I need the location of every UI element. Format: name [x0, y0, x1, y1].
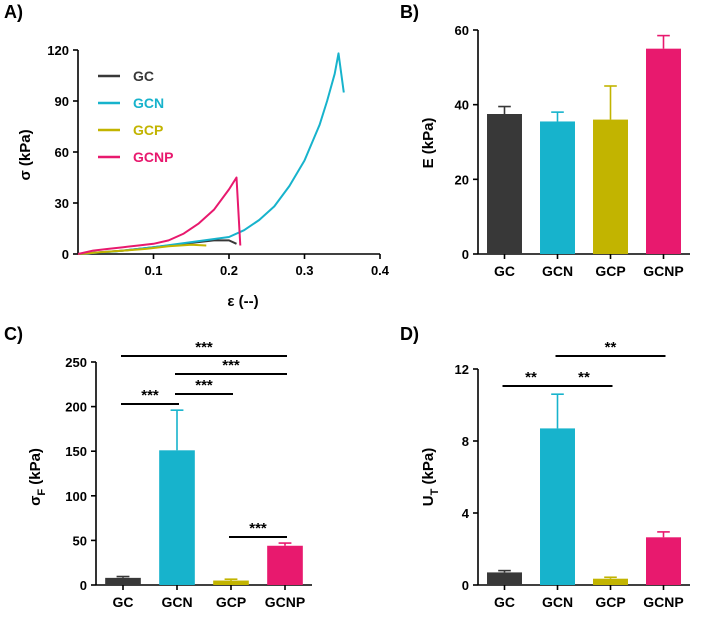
panel-a-xtick-label: 0.1 — [144, 263, 162, 278]
panel-a-ytick-label: 0 — [62, 247, 69, 262]
panel-d-ytick-label: 12 — [455, 362, 469, 377]
panel-c-ytick-label: 0 — [80, 578, 87, 593]
panel-c-bar-gc — [105, 577, 141, 585]
panel-b-category-label-gcp: GCP — [595, 263, 625, 279]
panel-a-series-line-gcnp — [77, 176, 242, 255]
panel-d-ticks: 0 4 8 12 GC GCN GCP GCNP — [455, 362, 684, 610]
panel-a-ytick-label: 120 — [47, 43, 69, 58]
panel-c-ytick-label: 150 — [65, 444, 87, 459]
panel-d-bar-gc — [487, 572, 522, 585]
panel-b-category-label-gcn: GCN — [542, 263, 573, 279]
panel-d-category-label-gcn: GCN — [542, 594, 573, 610]
panel-b-category-label-gc: GC — [494, 263, 515, 279]
panel-b-category-label-gcnp: GCNP — [643, 263, 683, 279]
panel-a-xtick-label: 0.3 — [295, 263, 313, 278]
panel-a-ticks: 0 30 60 90 120 0.1 0.2 0.3 0.4 — [47, 43, 390, 278]
panel-d-ytick-label: 8 — [462, 434, 469, 449]
panel-d-bars — [487, 393, 681, 585]
panel-b-ytick-label: 20 — [455, 172, 469, 187]
panel-d-category-label-gcp: GCP — [595, 594, 625, 610]
panel-c-bar-gcp — [213, 580, 249, 585]
panel-d-category-label-gc: GC — [494, 594, 515, 610]
panel-c-sig-label: *** — [249, 520, 267, 537]
panel-c-category-label-gc: GC — [113, 594, 134, 610]
panel-label-c: C) — [4, 324, 23, 344]
panel-a-series — [77, 52, 345, 255]
panel-c-y-title-sub: F — [36, 489, 48, 496]
panel-c-bar-gcn — [159, 450, 195, 585]
panel-label-d: D) — [400, 324, 419, 344]
panel-d-category-label-gcnp: GCNP — [643, 594, 683, 610]
panel-a-xtick-label: 0.2 — [220, 263, 238, 278]
panel-d-sig-label: ** — [525, 369, 537, 386]
panel-d-bar-chart: UT (kPa) 0 4 8 12 GC GCN GCP GCNP ** ** ** — [420, 339, 690, 610]
panel-d-bar-gcn — [540, 428, 575, 585]
panel-c-bar-chart: σF (kPa) 0 50 100 150 200 250 GC GCN GCP GCNP ***… — [27, 339, 312, 610]
panel-a-y-title: σ (kPa) — [17, 129, 34, 180]
panel-c-bar-gcnp — [267, 545, 303, 585]
panel-a-xtick-label: 0.4 — [371, 263, 390, 278]
panel-b-ticks: 0 20 40 60 GC GCN GCP GCNP — [455, 23, 684, 279]
panel-c-ytick-label: 200 — [65, 400, 87, 415]
panel-d-bar-gcnp — [646, 537, 681, 585]
panel-a-legend-label-gcnp: GCNP — [133, 149, 173, 165]
panel-d-y-title-sub: T — [429, 488, 441, 495]
panel-a-series-line-gcn — [77, 52, 345, 255]
panel-a-legend: GC GCN GCP GCNP — [98, 68, 173, 165]
panel-c-category-label-gcp: GCP — [216, 594, 246, 610]
panel-b-bar-chart: E (kPa) 0 20 40 60 GC GCN GCP GCNP — [420, 23, 690, 279]
panel-c-sig-label: *** — [222, 357, 240, 374]
panel-a-legend-label-gc: GC — [133, 68, 154, 84]
panel-c-ytick-label: 250 — [65, 355, 87, 370]
panel-a-ytick-label: 30 — [55, 196, 69, 211]
panel-b-ytick-label: 60 — [455, 23, 469, 38]
panel-a-x-title: ε (--) — [227, 293, 258, 310]
panel-d-y-title: UT (kPa) — [420, 448, 441, 506]
panel-c-sig-label: *** — [195, 377, 213, 394]
panel-d-sig-label: ** — [578, 369, 590, 386]
panel-b-bar-gc — [487, 114, 522, 254]
panel-b-y-title: E (kPa) — [420, 118, 437, 169]
panel-c-y-title: σF (kPa) — [27, 448, 48, 506]
panel-c-y-title-tail: (kPa) — [27, 448, 44, 489]
panel-d-ytick-label: 4 — [462, 506, 470, 521]
panel-d-bar-gcp — [593, 578, 628, 585]
panel-b-bar-gcnp — [646, 48, 681, 254]
panel-b-ytick-label: 0 — [462, 247, 469, 262]
panel-label-a: A) — [4, 2, 23, 22]
panel-c-category-label-gcnp: GCNP — [265, 594, 305, 610]
panel-c-significance: *** *** *** *** *** — [121, 339, 287, 538]
panel-a-legend-label-gcn: GCN — [133, 95, 164, 111]
panel-c-ytick-label: 100 — [65, 489, 87, 504]
panel-a-axes — [77, 50, 380, 255]
panel-a-ytick-label: 60 — [55, 145, 69, 160]
panel-c-bars — [105, 409, 303, 585]
panel-a-series-line-gcp — [77, 243, 207, 255]
panel-a-ytick-label: 90 — [55, 94, 69, 109]
panel-c-ytick-label: 50 — [73, 533, 87, 548]
panel-c-ticks: 0 50 100 150 200 250 GC GCN GCP GCNP — [65, 355, 305, 610]
panel-a-legend-label-gcp: GCP — [133, 122, 163, 138]
panel-b-bar-gcp — [593, 119, 628, 254]
panel-c-sig-label: *** — [141, 387, 159, 404]
panel-c-category-label-gcn: GCN — [161, 594, 192, 610]
panel-b-bars — [487, 34, 681, 254]
panel-c-sig-label: *** — [195, 339, 213, 356]
panel-d-sig-label: ** — [605, 339, 617, 356]
panel-d-y-title-tail: (kPa) — [420, 448, 437, 489]
panel-b-bar-gcn — [540, 121, 575, 254]
panel-b-ytick-label: 40 — [455, 98, 469, 113]
panel-d-ytick-label: 0 — [462, 578, 469, 593]
panel-d-y-title-main: U — [420, 495, 437, 506]
panel-label-b: B) — [400, 2, 419, 22]
panel-c-y-title-main: σ — [27, 496, 44, 506]
panel-a-line-chart: σ (kPa) ε (--) 0 30 60 90 120 0.1 0.2 0.3 0.4 GC… — [17, 43, 390, 310]
panel-d-significance: ** ** ** — [502, 339, 666, 387]
